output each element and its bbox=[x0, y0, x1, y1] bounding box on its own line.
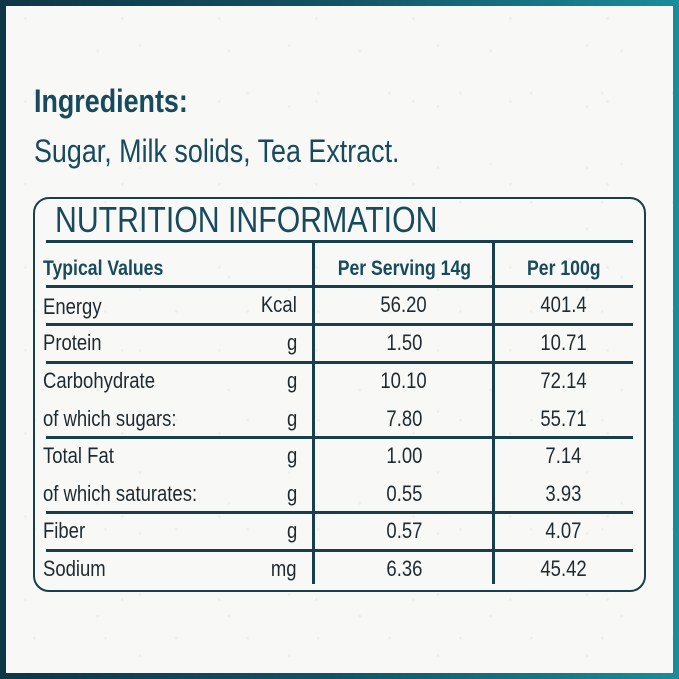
row-label: Energy bbox=[43, 294, 102, 319]
column-rule bbox=[312, 242, 315, 584]
row-per-serving: 10.10 bbox=[380, 368, 428, 393]
ingredients-heading: Ingredients: bbox=[34, 83, 188, 119]
nutrition-title: NUTRITION INFORMATION bbox=[55, 199, 438, 240]
row-per-100g: 4.07 bbox=[545, 518, 582, 543]
row-unit: g bbox=[286, 330, 297, 355]
row-unit: g bbox=[286, 368, 297, 393]
row-per-serving: 56.20 bbox=[380, 292, 428, 317]
row-rule bbox=[46, 511, 633, 514]
row-per-serving: 0.55 bbox=[386, 481, 422, 506]
row-per-serving: 0.57 bbox=[386, 518, 422, 543]
row-unit: g bbox=[286, 481, 297, 506]
row-rule bbox=[46, 323, 633, 326]
header-per-serving: Per Serving 14g bbox=[337, 257, 471, 280]
header-per-100g: Per 100g bbox=[526, 257, 601, 280]
row-label: of which saturates: bbox=[43, 481, 198, 506]
row-unit: g bbox=[286, 406, 297, 431]
row-unit: mg bbox=[271, 556, 297, 581]
ingredients-list: Sugar, Milk solids, Tea Extract. bbox=[34, 133, 400, 169]
row-label: of which sugars: bbox=[43, 406, 177, 431]
column-rule bbox=[492, 242, 495, 584]
row-label: Sodium bbox=[43, 556, 106, 581]
nutrition-panel bbox=[33, 197, 646, 592]
title-rule bbox=[46, 240, 633, 243]
row-per-serving: 1.50 bbox=[386, 330, 422, 355]
row-per-serving: 7.80 bbox=[386, 406, 422, 431]
row-per-100g: 401.4 bbox=[540, 292, 587, 317]
row-per-serving: 6.36 bbox=[386, 556, 422, 581]
row-rule bbox=[46, 436, 633, 439]
row-label: Total Fat bbox=[43, 443, 114, 468]
row-rule bbox=[46, 549, 633, 552]
row-per-100g: 10.71 bbox=[540, 330, 587, 355]
header-typical-values: Typical Values bbox=[43, 257, 164, 280]
row-rule bbox=[46, 361, 633, 364]
row-per-100g: 7.14 bbox=[545, 443, 582, 468]
row-label: Protein bbox=[43, 330, 102, 355]
row-per-100g: 55.71 bbox=[540, 406, 587, 431]
row-unit: g bbox=[286, 443, 297, 468]
row-per-100g: 72.14 bbox=[540, 368, 587, 393]
row-unit: Kcal bbox=[261, 292, 297, 317]
row-label: Fiber bbox=[43, 518, 86, 543]
paper-background bbox=[6, 6, 673, 673]
header-rule bbox=[46, 285, 633, 288]
row-per-serving: 1.00 bbox=[386, 443, 422, 468]
row-per-100g: 3.93 bbox=[545, 481, 582, 506]
row-unit: g bbox=[286, 518, 297, 543]
row-label: Carbohydrate bbox=[43, 368, 155, 393]
row-per-100g: 45.42 bbox=[540, 556, 587, 581]
